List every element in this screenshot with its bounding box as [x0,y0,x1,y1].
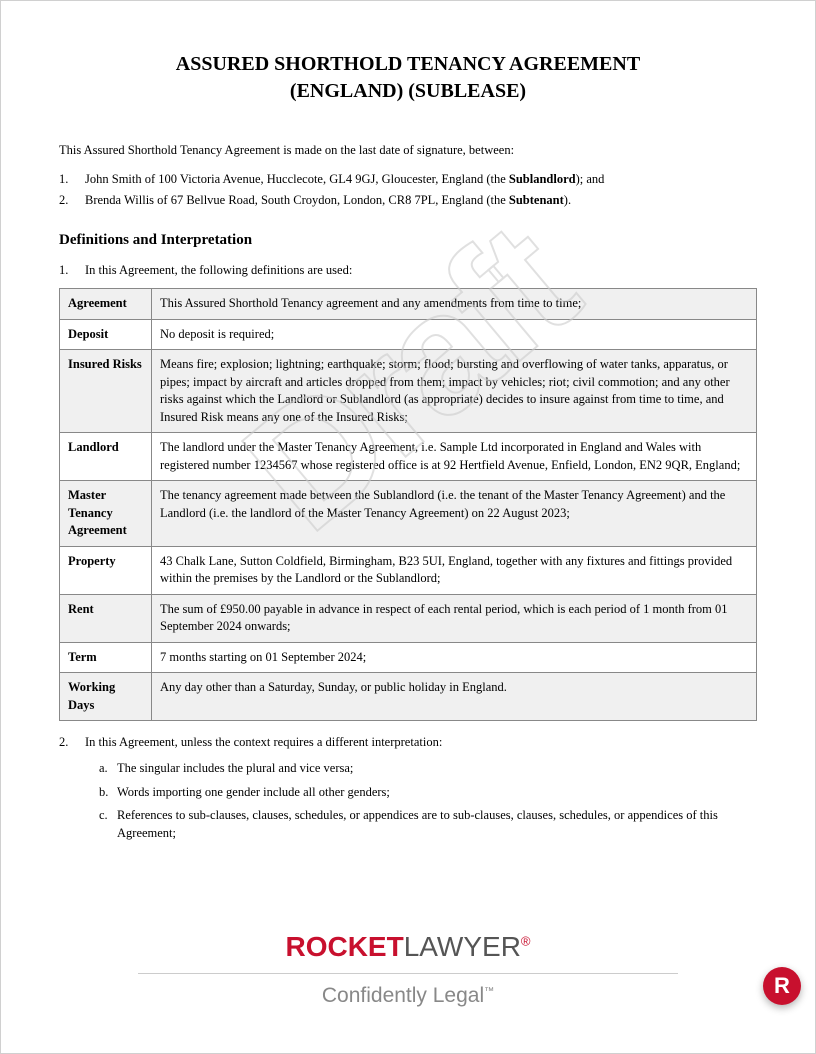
sub-clause-list: a.The singular includes the plural and v… [99,760,757,842]
definition-term: Insured Risks [60,350,152,433]
title-line-2: (ENGLAND) (SUBLEASE) [290,80,526,102]
definition-text: Any day other than a Saturday, Sunday, o… [152,673,757,721]
party-2: 2. Brenda Willis of 67 Bellvue Road, Sou… [59,193,757,208]
clause-1-text: In this Agreement, the following definit… [85,263,352,278]
sub-clause-letter: a. [99,760,117,778]
table-row: LandlordThe landlord under the Master Te… [60,433,757,481]
party-2-text: Brenda Willis of 67 Bellvue Road, South … [85,193,571,208]
definition-term: Property [60,546,152,594]
party-1-text: John Smith of 100 Victoria Avenue, Huccl… [85,172,604,187]
sub-clause-item: b.Words importing one gender include all… [99,784,757,802]
clause-1-num: 1. [59,263,85,278]
definition-text: The sum of £950.00 payable in advance in… [152,594,757,642]
clause-1: 1. In this Agreement, the following defi… [59,263,757,278]
party-1-num: 1. [59,172,85,187]
table-row: Property43 Chalk Lane, Sutton Coldfield,… [60,546,757,594]
definition-text: No deposit is required; [152,319,757,350]
tagline: Confidently Legal™ [1,984,815,1008]
table-row: AgreementThis Assured Shorthold Tenancy … [60,289,757,320]
brand-lawyer: LAWYER [404,931,521,962]
definition-term: Agreement [60,289,152,320]
section-heading: Definitions and Interpretation [59,232,757,249]
party-1: 1. John Smith of 100 Victoria Avenue, Hu… [59,172,757,187]
table-row: Insured RisksMeans fire; explosion; ligh… [60,350,757,433]
clause-2-num: 2. [59,735,85,750]
definition-term: Master Tenancy Agreement [60,481,152,547]
document-title: ASSURED SHORTHOLD TENANCY AGREEMENT (ENG… [59,51,757,105]
sub-clause-item: a.The singular includes the plural and v… [99,760,757,778]
parties-list: 1. John Smith of 100 Victoria Avenue, Hu… [59,172,757,208]
sub-clause-letter: b. [99,784,117,802]
brand-logo: ROCKETLAWYER® [1,931,815,963]
definition-text: The landlord under the Master Tenancy Ag… [152,433,757,481]
brand-badge[interactable]: R [763,967,801,1005]
definition-term: Deposit [60,319,152,350]
clause-2: 2. In this Agreement, unless the context… [59,735,757,750]
table-row: RentThe sum of £950.00 payable in advanc… [60,594,757,642]
brand-registered: ® [521,934,531,949]
sub-clause-text: Words importing one gender include all o… [117,784,390,802]
party-2-num: 2. [59,193,85,208]
brand-rocket: ROCKET [285,931,403,962]
definition-text: Means fire; explosion; lightning; earthq… [152,350,757,433]
definition-term: Working Days [60,673,152,721]
sub-clause-text: The singular includes the plural and vic… [117,760,353,778]
definition-text: The tenancy agreement made between the S… [152,481,757,547]
table-row: DepositNo deposit is required; [60,319,757,350]
title-line-1: ASSURED SHORTHOLD TENANCY AGREEMENT [176,53,640,75]
clause-2-text: In this Agreement, unless the context re… [85,735,442,750]
sub-clause-item: c.References to sub-clauses, clauses, sc… [99,807,757,842]
definition-term: Term [60,642,152,673]
definition-term: Rent [60,594,152,642]
table-row: Term7 months starting on 01 September 20… [60,642,757,673]
definition-term: Landlord [60,433,152,481]
sub-clause-text: References to sub-clauses, clauses, sche… [117,807,757,842]
table-row: Working DaysAny day other than a Saturda… [60,673,757,721]
definition-text: 43 Chalk Lane, Sutton Coldfield, Birming… [152,546,757,594]
sub-clause-letter: c. [99,807,117,842]
definition-text: 7 months starting on 01 September 2024; [152,642,757,673]
footer: ROCKETLAWYER® Confidently Legal™ R [1,923,815,1053]
fade-overlay [1,843,815,933]
document-page: ASSURED SHORTHOLD TENANCY AGREEMENT (ENG… [1,1,815,842]
definition-text: This Assured Shorthold Tenancy agreement… [152,289,757,320]
definitions-table: AgreementThis Assured Shorthold Tenancy … [59,288,757,721]
footer-divider [138,973,678,974]
intro-text: This Assured Shorthold Tenancy Agreement… [59,143,757,158]
table-row: Master Tenancy AgreementThe tenancy agre… [60,481,757,547]
